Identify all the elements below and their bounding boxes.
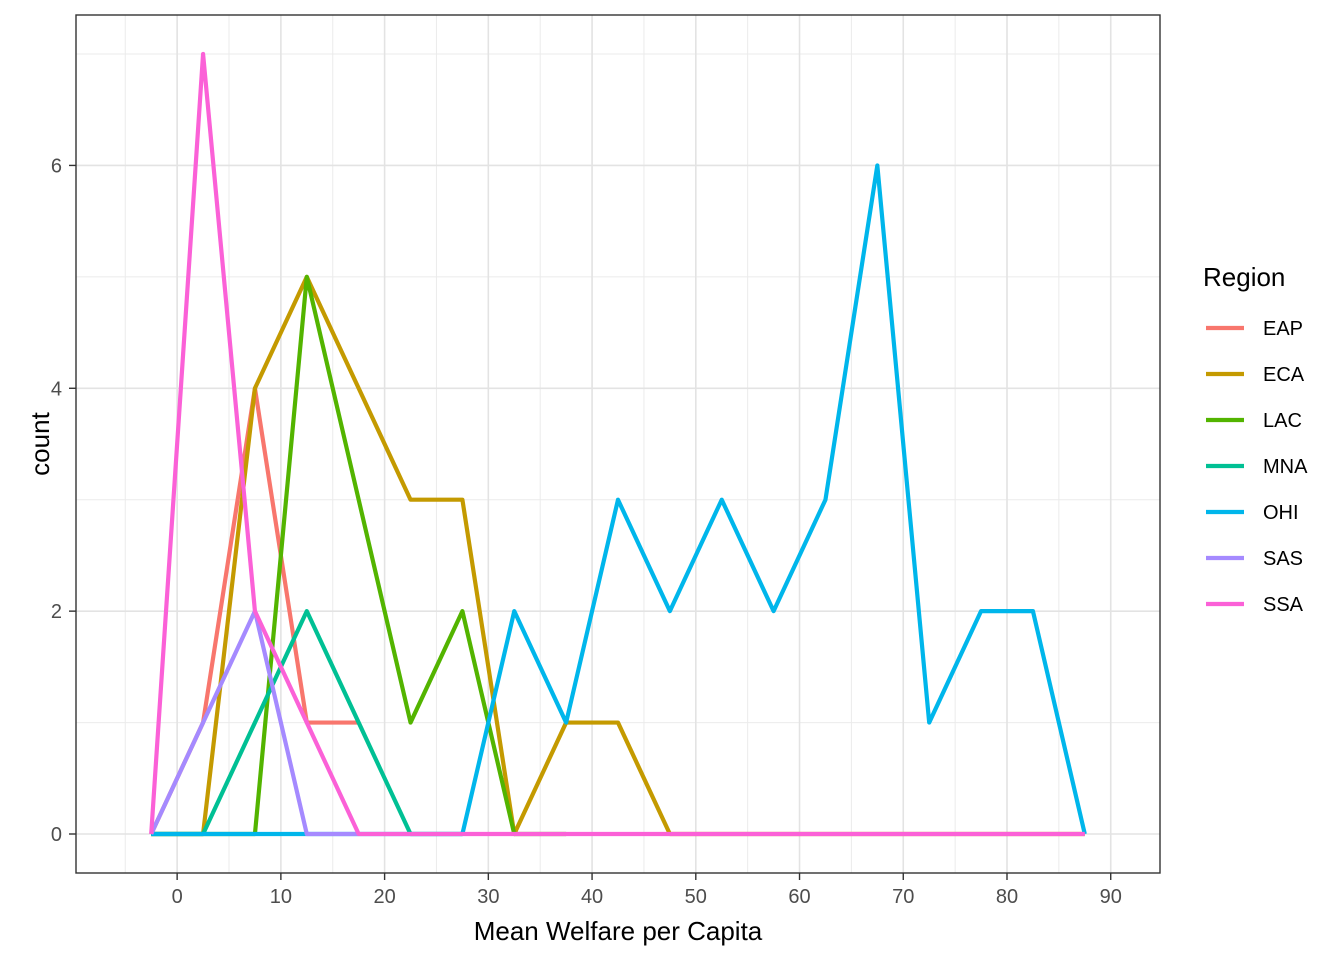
legend-label-sas: SAS [1263,548,1303,570]
y-tick-label: 6 [51,155,62,177]
plot-panel-border [75,14,1161,874]
x-tick-label: 10 [270,886,292,908]
series-line-ssa [149,51,1085,837]
x-tick-label: 40 [581,886,603,908]
legend-label-ohi: OHI [1263,502,1299,524]
series-lines [149,51,1087,837]
plot-panel [76,15,1160,873]
y-tick-label: 4 [51,378,62,400]
legend-label-lac: LAC [1263,410,1302,432]
y-tick-label: 0 [51,824,62,846]
legend-label-eca: ECA [1263,364,1305,386]
x-tick-label: 80 [996,886,1018,908]
legend-title: Region [1203,262,1285,292]
legend-label-eap: EAP [1263,318,1303,340]
x-tick-label: 50 [685,886,707,908]
x-tick-label: 90 [1100,886,1122,908]
x-tick-label: 60 [788,886,810,908]
legend-label-ssa: SSA [1263,594,1304,616]
x-tick-label: 0 [172,886,183,908]
y-axis-title: count [25,411,55,475]
y-tick-label: 2 [51,601,62,623]
x-tick-label: 30 [477,886,499,908]
x-tick-label: 70 [892,886,914,908]
x-axis-title: Mean Welfare per Capita [474,916,763,946]
axes: 0 10 20 30 40 50 60 70 80 90 0 2 4 6 [51,155,1122,908]
x-tick-label: 20 [373,886,395,908]
legend: Region EAP ECA LAC MNA OHI SAS SSA [1203,262,1308,616]
legend-label-mna: MNA [1263,456,1308,478]
